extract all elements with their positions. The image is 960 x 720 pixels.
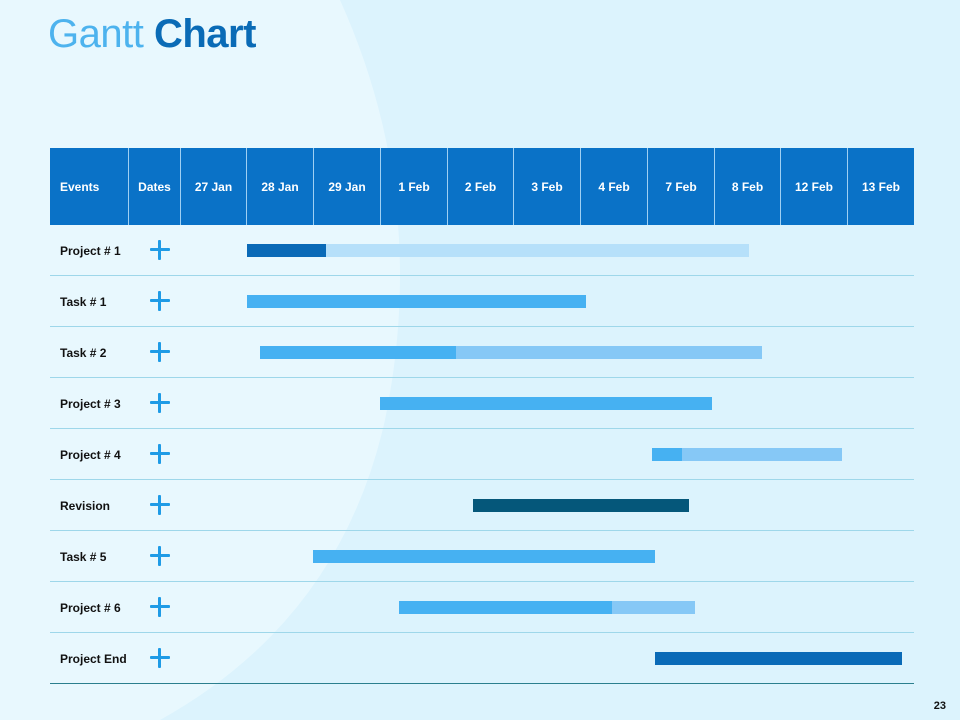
table-row: Revision xyxy=(50,480,914,531)
row-label: Project End xyxy=(60,651,127,666)
table-row: Task # 1 xyxy=(50,276,914,327)
page-number: 23 xyxy=(933,700,946,712)
gantt-bar xyxy=(612,601,696,614)
plus-icon[interactable] xyxy=(148,391,172,415)
gantt-bar xyxy=(652,448,683,461)
plus-icon[interactable] xyxy=(148,340,172,364)
gantt-bar xyxy=(379,397,712,410)
gantt-bar xyxy=(246,244,327,257)
table-row: Project # 6 xyxy=(50,582,914,633)
header-cell: 7 Feb xyxy=(647,148,714,225)
header-cell: 13 Feb xyxy=(847,148,914,225)
gantt-bar xyxy=(655,652,902,665)
gantt-bar xyxy=(246,295,586,308)
header-cell: 12 Feb xyxy=(780,148,847,225)
row-label: Task # 2 xyxy=(60,345,107,360)
table-row: Project # 3 xyxy=(50,378,914,429)
title-bold: Chart xyxy=(153,12,256,56)
gantt-bar xyxy=(399,601,613,614)
table-row: Project # 1 xyxy=(50,225,914,276)
plus-icon[interactable] xyxy=(148,442,172,466)
plus-icon[interactable] xyxy=(148,595,172,619)
header-cell: 28 Jan xyxy=(246,148,313,225)
table-row: Task # 2 xyxy=(50,327,914,378)
gantt-bar xyxy=(259,346,456,359)
header-cell: 27 Jan xyxy=(180,148,246,225)
row-label: Project # 1 xyxy=(60,243,121,258)
plus-icon[interactable] xyxy=(148,289,172,313)
page-title: Gantt Chart xyxy=(48,12,256,57)
row-label: Revision xyxy=(60,498,111,513)
row-label: Task # 1 xyxy=(60,294,107,309)
row-label: Project # 6 xyxy=(60,600,121,615)
header-cell: 8 Feb xyxy=(714,148,780,225)
plus-icon[interactable] xyxy=(148,544,172,568)
row-label: Task # 5 xyxy=(60,549,107,564)
header-cell: 2 Feb xyxy=(447,148,513,225)
gantt-bar xyxy=(326,244,749,257)
table-row: Task # 5 xyxy=(50,531,914,582)
header-cell: 29 Jan xyxy=(313,148,380,225)
header-cell: 4 Feb xyxy=(580,148,647,225)
header-cell: 1 Feb xyxy=(380,148,447,225)
gantt-header: Events Dates 27 Jan 28 Jan 29 Jan 1 Feb 2 Feb 3… xyxy=(50,148,914,225)
row-label: Project # 3 xyxy=(60,396,121,411)
gantt-bar xyxy=(472,499,689,512)
table-row: Project # 4 xyxy=(50,429,914,480)
table-row: Project End xyxy=(50,633,914,684)
gantt-bar xyxy=(682,448,842,461)
plus-icon[interactable] xyxy=(148,646,172,670)
row-label: Project # 4 xyxy=(60,447,121,462)
gantt-bar xyxy=(313,550,656,563)
gantt-bar xyxy=(455,346,762,359)
plus-icon[interactable] xyxy=(148,238,172,262)
plus-icon[interactable] xyxy=(148,493,172,517)
header-cell: 3 Feb xyxy=(513,148,580,225)
header-cell: Events xyxy=(60,179,100,194)
header-cell: Dates xyxy=(128,148,180,225)
title-light: Gantt xyxy=(48,12,144,56)
